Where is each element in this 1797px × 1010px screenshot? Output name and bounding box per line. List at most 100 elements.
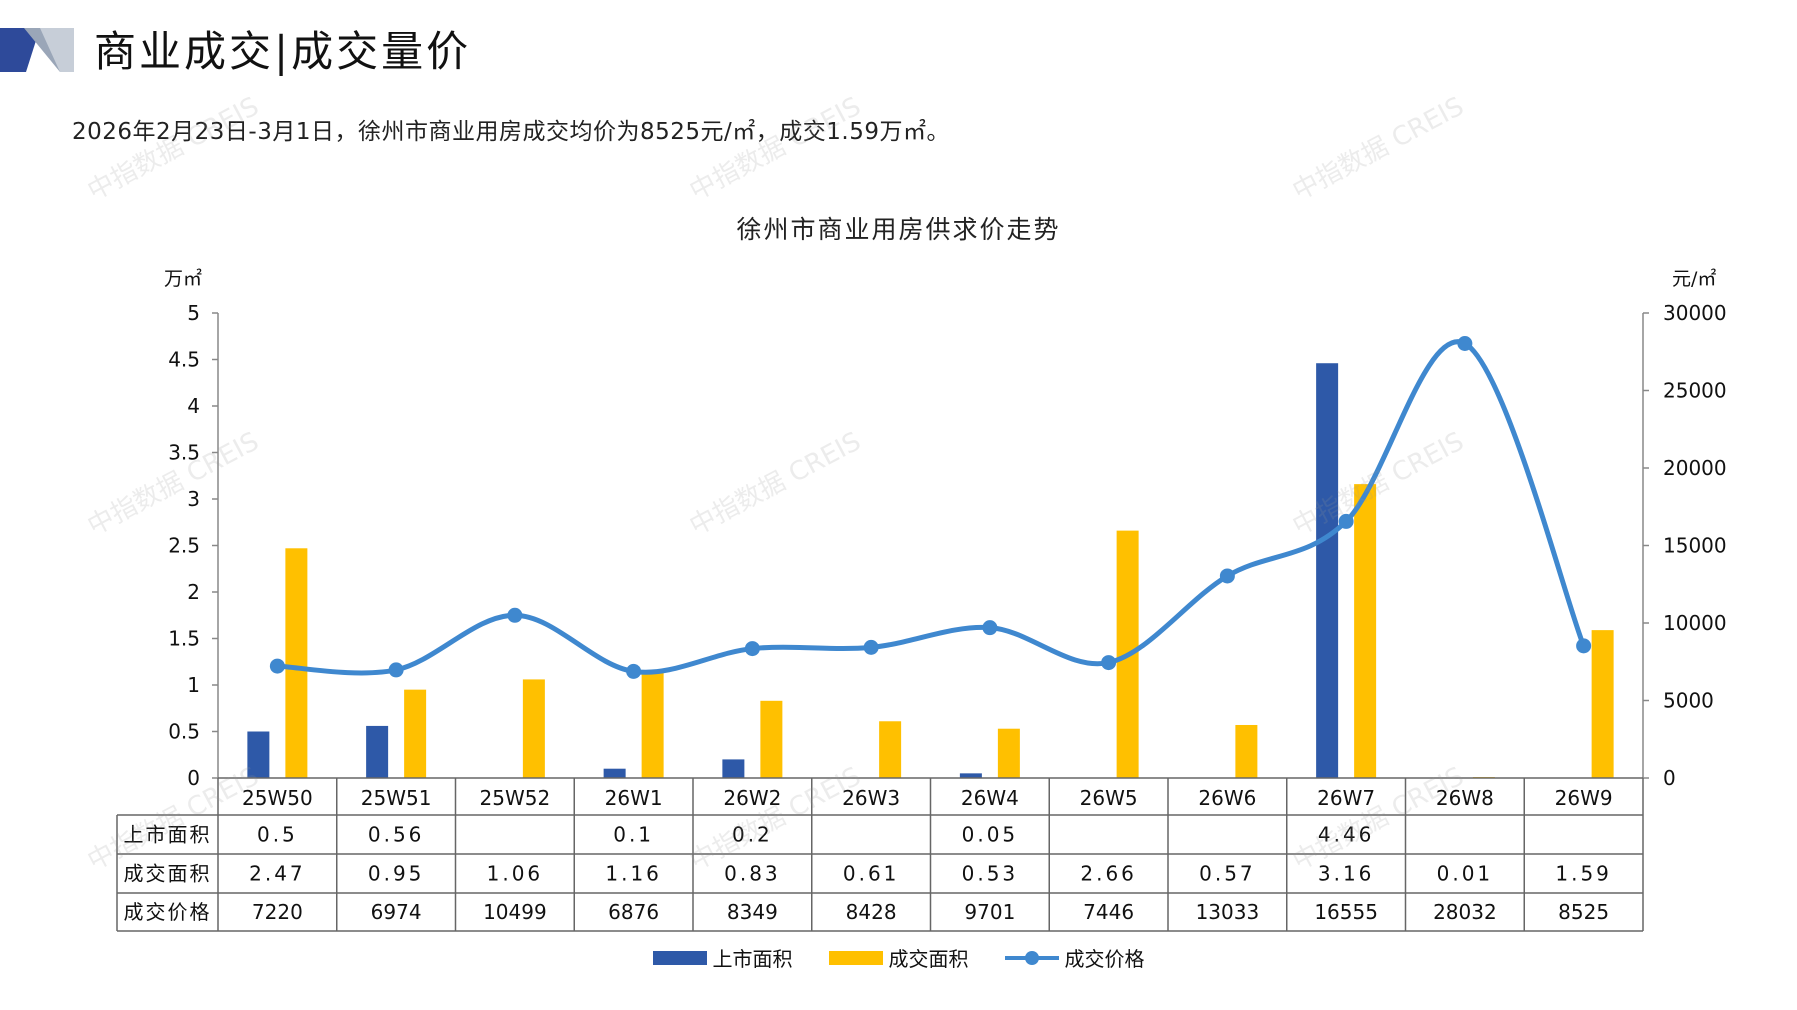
bar-supply — [603, 768, 626, 778]
table-cell-value: 1.06 — [487, 862, 544, 886]
table-cell-value: 7220 — [252, 900, 303, 924]
legend-swatch-deal-area — [828, 950, 883, 965]
right-tick-label: 30000 — [1663, 301, 1727, 325]
legend-item-price: 成交价格 — [1004, 943, 1145, 972]
table-cell-value: 0.57 — [1199, 862, 1256, 886]
price-point — [388, 662, 404, 678]
left-tick-label: 4.5 — [168, 348, 200, 372]
bar-deal-area — [997, 728, 1020, 778]
right-tick-label: 20000 — [1663, 456, 1727, 480]
left-tick-label: 5 — [187, 301, 200, 325]
price-point — [1576, 638, 1592, 654]
left-tick-label: 1 — [187, 673, 200, 697]
table-header-26w5: 26W5 — [1080, 786, 1138, 810]
legend-label-deal-area: 成交面积 — [888, 947, 969, 971]
left-tick-label: 3.5 — [168, 441, 200, 465]
table-header-26w4: 26W4 — [961, 786, 1019, 810]
bar-deal-area — [285, 548, 308, 778]
table-row-label: 成交面积 — [124, 862, 212, 886]
left-tick-label: 0 — [187, 766, 200, 790]
table-cell-value: 6974 — [371, 900, 422, 924]
right-tick-label: 10000 — [1663, 611, 1727, 635]
left-axis-unit: 万㎡ — [164, 268, 203, 290]
legend-swatch-supply — [652, 950, 707, 965]
bar-supply — [1316, 363, 1339, 778]
bar-supply — [959, 773, 982, 778]
bar-deal-area — [522, 679, 545, 778]
table-cell-value: 13033 — [1196, 900, 1260, 924]
legend-item-deal-area: 成交面积 — [828, 943, 969, 972]
price-point — [744, 641, 760, 657]
table-cell-value: 0.95 — [368, 862, 425, 886]
bar-deal-area — [760, 700, 783, 778]
table-header-25w51: 25W51 — [361, 786, 432, 810]
table-header-26w7: 26W7 — [1317, 786, 1375, 810]
table-cell-value: 16555 — [1314, 900, 1378, 924]
price-point — [1219, 568, 1235, 584]
table-cell-value: 2.66 — [1080, 862, 1137, 886]
legend-swatch-price — [1004, 950, 1059, 966]
table-header-26w9: 26W9 — [1555, 786, 1613, 810]
legend: 上市面积 成交面积 成交价格 — [0, 943, 1797, 972]
table-header-26w8: 26W8 — [1436, 786, 1494, 810]
table-cell-value: 0.05 — [962, 823, 1019, 847]
table-cell-value: 3.16 — [1318, 862, 1375, 886]
left-tick-label: 1.5 — [168, 627, 200, 651]
left-tick-label: 2 — [187, 580, 200, 604]
bar-deal-area — [404, 689, 427, 778]
right-tick-label: 15000 — [1663, 534, 1727, 558]
price-line — [277, 339, 1586, 676]
table-cell-value: 10499 — [483, 900, 547, 924]
table-header-26w6: 26W6 — [1198, 786, 1256, 810]
table-cell-value: 9701 — [964, 900, 1015, 924]
price-point — [1101, 655, 1117, 671]
bar-supply — [722, 759, 745, 778]
price-point — [507, 607, 523, 623]
table-cell-value: 28032 — [1433, 900, 1497, 924]
table-cell-value: 8428 — [846, 900, 897, 924]
price-point — [982, 620, 998, 636]
right-tick-label: 25000 — [1663, 379, 1727, 403]
brand-logo — [0, 28, 74, 72]
price-point — [626, 663, 642, 679]
table-row-label: 成交价格 — [124, 900, 212, 924]
table-cell-value: 0.56 — [368, 823, 425, 847]
bar-supply — [247, 731, 270, 778]
chart-title: 徐州市商业用房供求价走势 — [736, 215, 1061, 244]
table-cell-value: 1.16 — [605, 862, 662, 886]
table-cell-value: 0.5 — [257, 823, 298, 847]
bar-deal-area — [1235, 724, 1258, 778]
table-cell-value: 6876 — [608, 900, 659, 924]
table-cell-value: 0.01 — [1437, 862, 1494, 886]
right-tick-label: 5000 — [1663, 689, 1714, 713]
page-title: 商业成交|成交量价 — [94, 27, 472, 76]
table-header-26w2: 26W2 — [723, 786, 781, 810]
price-point — [863, 639, 879, 655]
price-point — [1338, 513, 1354, 529]
table-header-25w52: 25W52 — [480, 786, 551, 810]
price-point — [1457, 336, 1473, 352]
table-cell-value: 0.61 — [843, 862, 900, 886]
table-header-26w3: 26W3 — [842, 786, 900, 810]
legend-item-supply: 上市面积 — [652, 943, 793, 972]
table-cell-value: 8349 — [727, 900, 778, 924]
right-axis-unit: 元/㎡ — [1672, 268, 1717, 290]
bar-deal-area — [1354, 484, 1377, 778]
bar-deal-area — [879, 721, 902, 778]
table-cell-value: 8525 — [1558, 900, 1609, 924]
bar-deal-area — [1591, 630, 1614, 778]
bar-supply — [366, 725, 389, 778]
left-tick-label: 2.5 — [168, 534, 200, 558]
bar-deal-area — [641, 670, 664, 778]
table-header-25w50: 25W50 — [242, 786, 313, 810]
table-cell-value: 0.1 — [613, 823, 654, 847]
right-tick-label: 0 — [1663, 766, 1676, 790]
table-cell-value: 1.59 — [1555, 862, 1612, 886]
table-cell-value: 0.83 — [724, 862, 781, 886]
summary-text: 2026年2月23日-3月1日，徐州市商业用房成交均价为8525元/㎡，成交1.… — [72, 119, 950, 145]
legend-label-supply: 上市面积 — [712, 947, 793, 971]
left-tick-label: 4 — [187, 394, 200, 418]
table-cell-value: 0.53 — [962, 862, 1019, 886]
legend-label-price: 成交价格 — [1064, 947, 1145, 971]
